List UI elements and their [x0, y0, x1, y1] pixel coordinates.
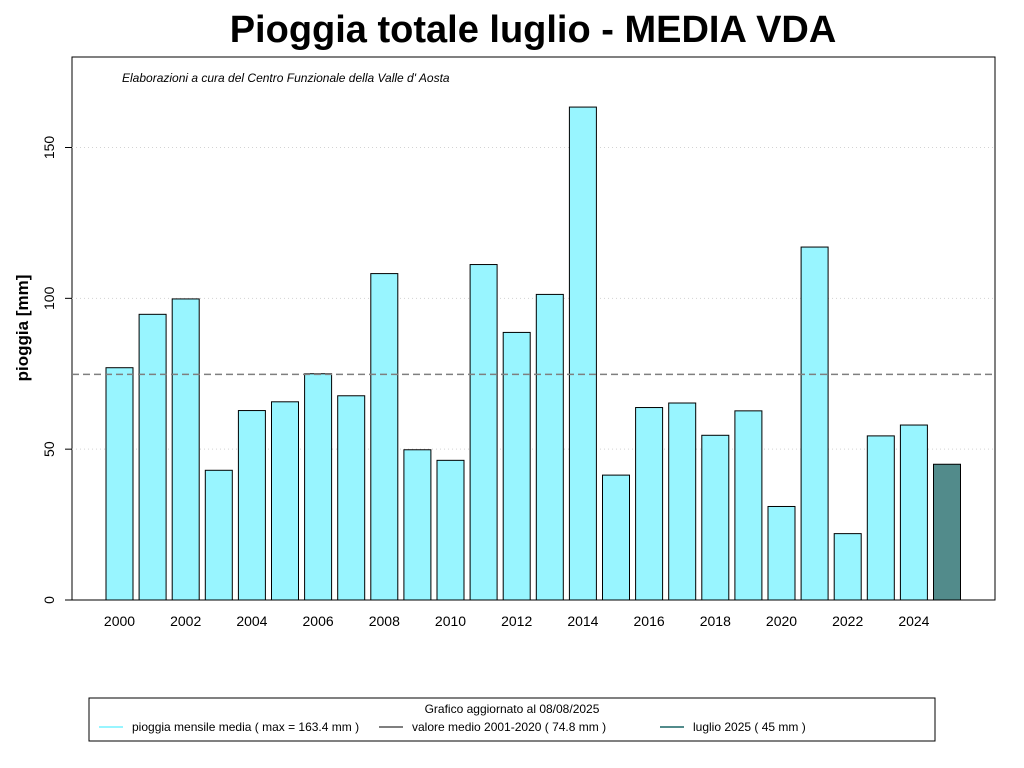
x-tick-label: 2014 — [567, 613, 598, 629]
bar-2018 — [701, 434, 730, 601]
bar-2005 — [271, 401, 299, 601]
bar-2019 — [734, 410, 763, 601]
x-tick-label: 2002 — [170, 613, 201, 629]
bar-2009 — [403, 449, 432, 601]
bar-2002 — [171, 298, 200, 601]
legend-label-bars: pioggia mensile media ( max = 163.4 mm ) — [132, 720, 359, 734]
y-axis: 0 50 100 150 — [41, 136, 72, 604]
plot-frame — [71, 56, 996, 601]
chart-title: Pioggia totale luglio - MEDIA VDA — [230, 9, 837, 51]
grid-lines — [72, 147, 995, 450]
bar-2025 — [933, 463, 961, 601]
x-axis: 2000 2002 2004 2006 2008 2010 2012 2014 2016 2018… — [104, 613, 930, 629]
chart-subtitle: Elaborazioni a cura del Centro Funzional… — [122, 71, 450, 85]
bar-2021 — [800, 246, 829, 601]
bar-2006 — [304, 373, 333, 601]
x-tick-label: 2020 — [766, 613, 797, 629]
x-tick-label: 2012 — [501, 613, 532, 629]
bar-2008 — [370, 273, 399, 601]
x-tick-label: 2008 — [369, 613, 400, 629]
bar-2020 — [767, 505, 796, 601]
bar-2022 — [833, 533, 862, 601]
bar-2016 — [635, 407, 664, 601]
legend-label-current: luglio 2025 ( 45 mm ) — [693, 720, 806, 734]
bar-2010 — [436, 459, 465, 601]
bar-2004 — [237, 410, 266, 601]
bar-2023 — [866, 435, 895, 601]
y-tick-label: 150 — [41, 136, 57, 160]
bar-2015 — [602, 474, 630, 601]
legend-box — [88, 697, 936, 742]
x-tick-label: 2000 — [104, 613, 135, 629]
legend-title: Grafico aggiornato al 08/08/2025 — [425, 702, 600, 716]
x-tick-label: 2010 — [435, 613, 466, 629]
x-tick-label: 2022 — [832, 613, 863, 629]
bars-group — [105, 106, 961, 601]
bar-2024 — [899, 424, 928, 601]
bar-2003 — [204, 469, 233, 601]
y-tick-label: 100 — [41, 286, 57, 310]
y-tick-label: 50 — [41, 441, 57, 457]
bar-2017 — [668, 402, 697, 601]
y-axis-label: pioggia [mm] — [13, 275, 32, 382]
x-tick-label: 2024 — [898, 613, 929, 629]
bar-2000 — [105, 367, 134, 601]
bar-2001 — [138, 313, 167, 601]
y-tick-label: 0 — [41, 596, 57, 604]
x-tick-label: 2006 — [303, 613, 334, 629]
bar-2014 — [568, 106, 597, 601]
x-tick-label: 2004 — [236, 613, 267, 629]
legend-label-mean: valore medio 2001-2020 ( 74.8 mm ) — [412, 720, 606, 734]
bar-2012 — [502, 331, 531, 601]
bar-2013 — [535, 293, 564, 601]
bar-2011 — [469, 264, 498, 601]
x-tick-label: 2018 — [700, 613, 731, 629]
x-tick-label: 2016 — [634, 613, 665, 629]
bar-2007 — [337, 395, 366, 601]
legend: Grafico aggiornato al 08/08/2025 pioggia… — [88, 697, 936, 742]
